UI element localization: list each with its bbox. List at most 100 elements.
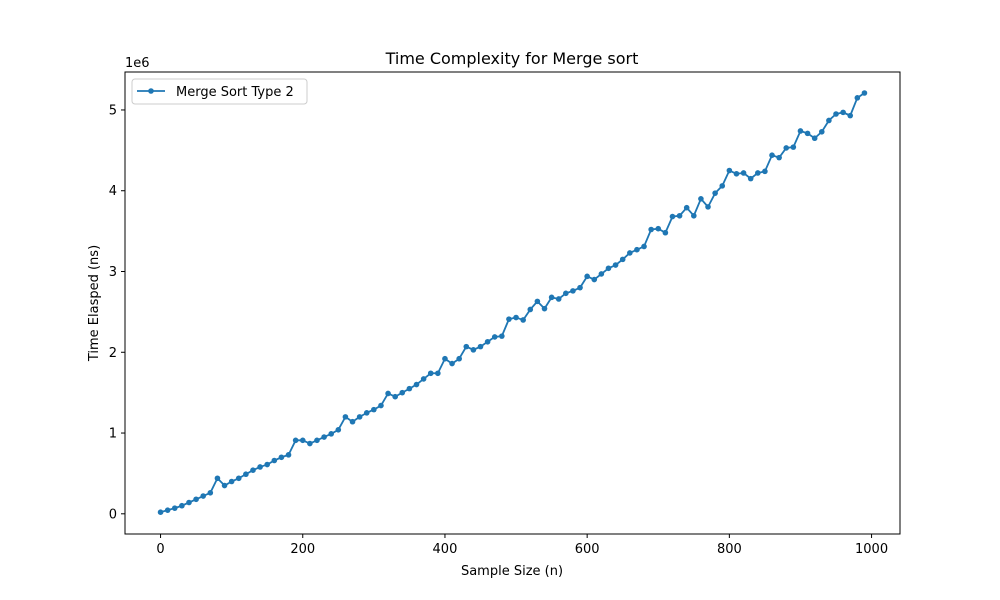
chart-title: Time Complexity for Merge sort [385,49,639,68]
data-point [264,461,271,468]
data-point [435,370,441,377]
data-point [712,190,718,196]
data-point [733,170,740,177]
data-point [299,437,306,444]
data-point [385,390,391,397]
x-tick-label: 0 [156,542,164,557]
data-point [285,452,292,458]
data-point [278,454,285,461]
data-point [555,296,562,302]
legend-swatch-marker [148,88,154,94]
data-point [228,478,235,485]
data-point [200,493,207,499]
data-point [847,112,854,119]
y-tick-label: 1 [109,427,117,442]
x-tick-label: 600 [575,542,600,557]
data-point [235,475,242,482]
data-point [641,243,647,250]
data-point [342,414,349,420]
data-point [427,370,434,377]
x-tick-label: 200 [290,542,315,557]
data-point [513,314,519,321]
y-tick-label: 0 [109,507,117,522]
data-point [854,95,861,101]
data-point [477,343,484,350]
data-point [250,467,256,473]
x-tick-label: 800 [717,542,742,557]
data-point [605,265,612,272]
data-point [861,90,868,96]
y-tick-label: 3 [109,265,117,280]
x-axis-label: Sample Size (n) [461,564,563,579]
x-tick-label: 1000 [855,542,888,557]
data-point [591,276,598,283]
data-point [363,410,370,416]
data-point [392,393,398,400]
axes-frame [124,71,901,535]
data-point [484,338,491,345]
data-point [413,381,420,388]
data-point [740,170,747,176]
y-tick-label: 4 [109,184,117,199]
data-point [818,128,825,135]
data-point [221,482,228,489]
legend-entry: Merge Sort Type 2 [176,85,294,100]
data-point [356,414,363,420]
data-point [499,333,505,339]
data-point [804,130,811,137]
data-point [705,204,711,210]
data-point [399,389,406,396]
legend: Merge Sort Type 2 [131,78,308,105]
data-point [691,212,697,219]
data-point [164,507,171,513]
data-point [491,334,498,340]
data-point [548,294,555,301]
data-point [790,144,797,150]
data-point [634,246,640,253]
data-point [811,135,818,142]
data-point [243,471,249,478]
data-point [257,464,263,470]
data-point [776,154,782,161]
series-line [160,92,865,514]
data-point [598,271,605,277]
data-point [747,175,754,182]
legend-box [131,78,308,105]
data-point [612,262,619,268]
data-point [826,117,832,124]
data-point [698,196,704,202]
data-point [321,434,327,440]
data-point [797,128,804,134]
data-point [328,431,334,437]
y-axis-offset-label: 1e6 [125,56,150,71]
data-point [563,290,569,297]
data-point [619,256,626,263]
data-point [527,306,534,313]
data-point [456,355,462,362]
data-point [840,109,846,116]
data-point [541,305,548,312]
data-point [584,273,590,280]
data-point [307,440,313,447]
data-point [570,288,576,294]
data-point [520,317,526,323]
data-point [676,212,683,219]
data-point [314,437,320,444]
data-point [442,355,448,362]
y-tick-label: 2 [109,346,117,361]
x-tick-label: 400 [433,542,458,557]
data-point [292,437,299,444]
data-point [335,427,342,433]
data-point [534,298,541,305]
data-point [179,502,185,509]
data-point [420,376,427,382]
data-point [627,250,633,256]
data-point [214,475,221,482]
data-point [271,457,278,464]
y-axis-label: Time Elasped (ns) [87,245,102,362]
data-point [171,505,178,511]
plot-area [157,90,868,515]
data-point [769,152,775,158]
data-point [662,229,669,236]
